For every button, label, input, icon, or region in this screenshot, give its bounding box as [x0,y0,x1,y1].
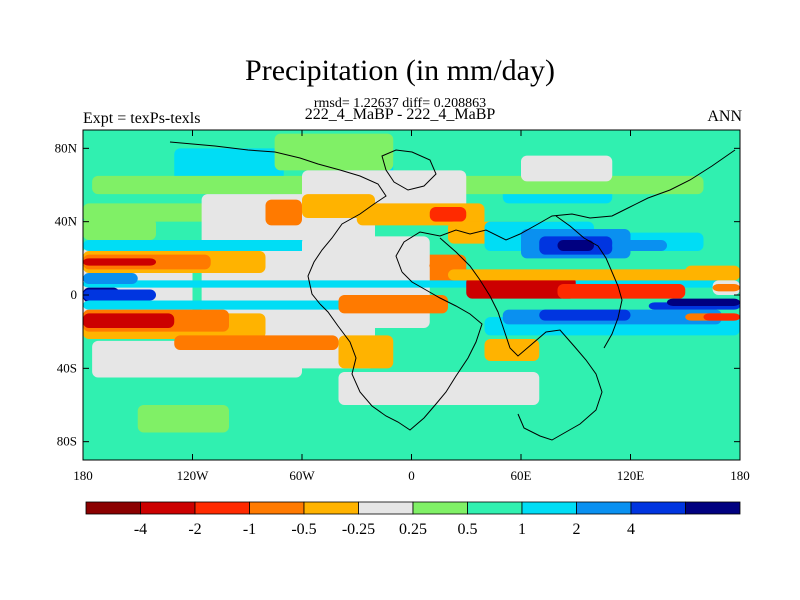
heatmap-region [612,240,667,251]
coastline-africa [439,237,603,441]
coastline-south-america [319,271,483,431]
colorbar-swatch [85,501,141,515]
heatmap-region [302,236,430,270]
colorbar-label: -2 [188,521,201,538]
heatmap-region [83,300,375,310]
colorbar: -4 -2 -1 -0.5 -0.25 0.25 0.5 1 2 4 [85,501,741,538]
heatmap-region [338,295,448,314]
x-tick-label: 60W [289,468,315,483]
heatmap-region [83,289,156,301]
heatmap-region [429,207,467,222]
y-tick-label: 0 [71,287,78,302]
coastline-europe-asia [395,149,736,273]
x-tick-label: 0 [408,468,415,483]
heatmap-region [685,265,740,277]
heatmap-region [83,273,138,284]
colorbar-swatch [521,501,577,515]
heatmap-region [338,372,540,405]
heatmap-region [521,155,613,182]
heatmap-region [265,199,302,226]
colorbar-label: -4 [134,521,147,538]
colorbar-label: 0.5 [458,521,478,538]
heatmap-region [466,276,576,299]
heatmap-region [274,133,394,171]
colorbar-swatch [467,501,523,515]
colorbar-label: 0.25 [399,521,427,538]
colorbar-swatch [358,501,414,515]
heatmap-cells [83,130,740,460]
coastline-southeast [555,215,623,349]
experiment-label: Expt = texPs-texls [83,110,201,127]
colorbar-swatch [630,501,686,515]
colorbar-swatch [140,501,196,515]
heatmap-region [83,218,156,240]
heatmap-region [539,309,631,321]
x-axis: 180 120W 60W 0 60E 120E 180 [73,130,750,483]
heatmap-region [83,203,229,222]
coastline-greenland [381,149,437,191]
colorbar-label: 4 [627,521,635,538]
heatmap-region [83,313,175,328]
y-tick-label: 80N [55,140,78,155]
heatmap-region [703,313,740,321]
colorbar-swatch [576,501,632,515]
heatmap-region [83,258,156,266]
colorbar-label: -0.5 [291,521,316,538]
heatmap-region [174,335,339,350]
x-tick-label: 120E [617,468,645,483]
heatmap-region [557,240,594,251]
heatmap-region [83,240,339,251]
heatmap-region [338,335,394,369]
colorbar-swatch [303,501,359,515]
heatmap-region [667,298,740,306]
x-tick-label: 60E [511,468,532,483]
colorbar-swatch [685,501,741,515]
colorbar-label: 1 [518,521,526,538]
x-tick-label: 120W [177,468,210,483]
heatmap-region [137,405,229,433]
x-tick-label: 180 [73,468,93,483]
colorbar-swatch [412,501,468,515]
heatmap-region [557,284,686,299]
colorbar-swatch [249,501,305,515]
y-axis: 80N 40N 0 40S 80S [55,140,740,449]
coastline-outlines [169,141,736,441]
x-tick-label: 180 [730,468,750,483]
colorbar-label: 2 [573,521,581,538]
y-tick-label: 40S [57,360,77,375]
chart-subtitle: 222_4_MaBP - 222_4_MaBP [304,106,496,123]
heatmap-region [712,284,740,292]
y-tick-label: 80S [57,434,77,449]
coastline-north-america [169,141,387,305]
y-tick-label: 40N [55,214,78,229]
colorbar-swatch [194,501,250,515]
colorbar-label: -1 [243,521,256,538]
chart-title: Precipitation (in mm/day) [245,54,555,87]
colorbar-label: -0.25 [342,521,375,538]
season-label: ANN [707,108,742,125]
heatmap-region [448,269,740,281]
stats-text: rmsd= 1.22637 diff= 0.208863 [313,96,487,111]
